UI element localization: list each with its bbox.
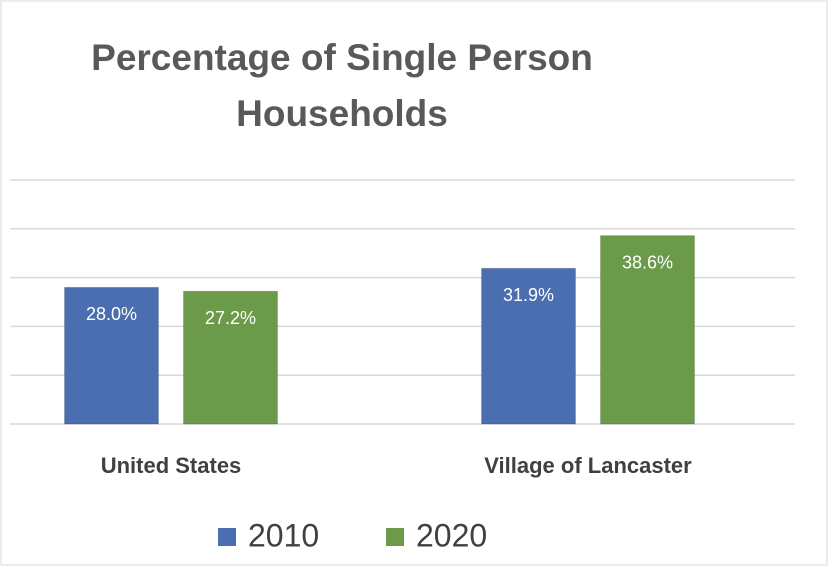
x-tick-label: Village of Lancaster — [484, 453, 692, 478]
legend-label: 2010 — [248, 517, 319, 553]
data-label: 38.6% — [622, 252, 673, 272]
legend-swatch — [386, 528, 404, 546]
bar — [64, 286, 159, 425]
data-label: 31.9% — [503, 285, 554, 305]
bar — [600, 235, 695, 425]
legend-swatch — [218, 528, 236, 546]
data-label: 28.0% — [86, 304, 137, 324]
chart-title: Percentage of Single Person Households — [91, 37, 593, 134]
bar — [481, 267, 576, 425]
legend-label: 2020 — [416, 517, 487, 553]
bar — [183, 290, 278, 425]
data-label: 27.2% — [205, 308, 256, 328]
x-tick-label: United States — [101, 453, 242, 478]
